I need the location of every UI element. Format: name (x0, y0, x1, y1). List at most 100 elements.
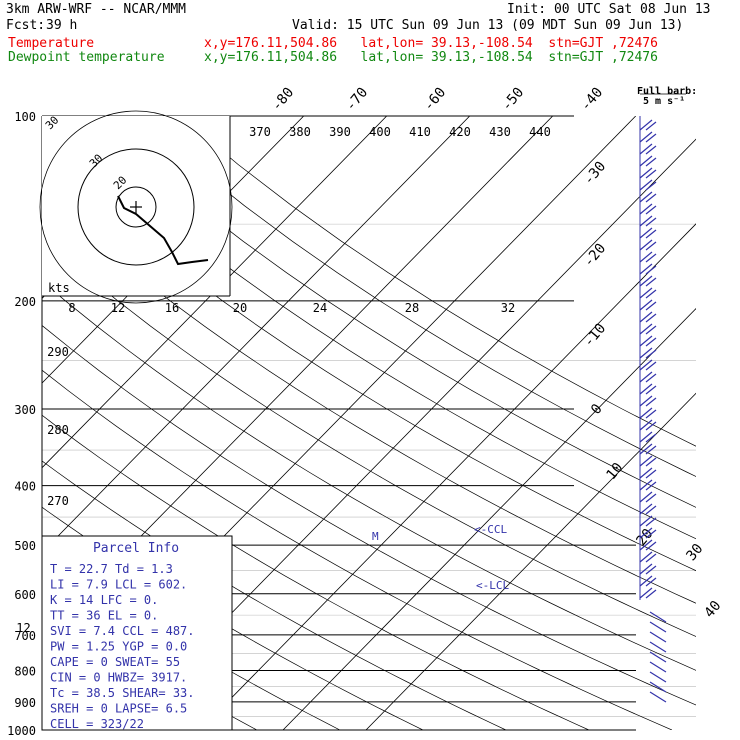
barb-legend-value: 5 m s⁻¹ (643, 96, 685, 107)
wind-barb (645, 385, 657, 395)
wind-barb (645, 277, 657, 287)
hodograph-ring (115, 186, 157, 228)
isotherm-label-right: 30 (683, 541, 706, 564)
wind-barb (639, 119, 653, 131)
wind-barb-low (649, 631, 667, 643)
theta-label: 430 (489, 125, 511, 139)
wind-barb (639, 335, 653, 347)
wind-barb (645, 301, 657, 311)
wind-barb (639, 251, 653, 263)
pressure-label-300: 300 (14, 403, 36, 417)
model-title: 3km ARW-WRF -- NCAR/MMM (6, 2, 187, 17)
wind-barb (645, 325, 657, 335)
pressure-label-600: 600 (14, 588, 36, 602)
wind-barb (645, 553, 657, 563)
theta-label: 380 (289, 125, 311, 139)
dry-adiabat (42, 324, 696, 706)
speed-label: 8 (68, 301, 75, 315)
wind-barb (645, 121, 657, 131)
wind-barb (645, 289, 657, 299)
wind-barb (645, 457, 657, 467)
isotherm-line (199, 223, 696, 730)
isotherm-label-top: -80 (269, 85, 298, 115)
wind-barb (645, 229, 657, 239)
wind-barb (639, 419, 653, 431)
theta-label: 440 (529, 125, 551, 139)
wind-barb (645, 313, 657, 323)
theta-label-left: 280 (47, 423, 69, 437)
wind-barb (639, 215, 653, 227)
dry-adiabat (0, 116, 8, 730)
wind-barb (639, 539, 653, 551)
parcel-info-box: Parcel Info T = 22.7 Td = 1.3 LI = 7.9 LCL… (41, 535, 233, 731)
dewpoint-legend: Dewpoint temperature (8, 50, 165, 65)
forecast-hour: 39 h (46, 18, 78, 33)
parcel-box (41, 535, 233, 731)
wind-barb (639, 455, 653, 467)
isotherm-line (282, 307, 696, 730)
wind-barb-low (649, 661, 667, 673)
wind-barb (639, 347, 653, 359)
wind-barb (639, 287, 653, 299)
barb-legend-title: Full barb: (637, 86, 697, 97)
forecast-label: Fcst: (6, 18, 46, 33)
wind-barb (639, 155, 653, 167)
isotherm-label-top: -60 (421, 85, 450, 115)
wind-barb (639, 227, 653, 239)
wind-barb (645, 481, 657, 491)
wind-barb (645, 421, 657, 431)
speed-label: 32 (501, 301, 515, 315)
lcl-marker: <-LCL (476, 579, 509, 592)
isotherm-line (42, 116, 471, 554)
wind-barb (639, 299, 653, 311)
dry-adiabat (42, 149, 696, 572)
parcel-row: CIN = 0 HWBZ= 3917. (50, 671, 187, 685)
wind-barb (639, 203, 653, 215)
parcel-row: PW = 1.25 YGP = 0.0 (50, 640, 187, 654)
wind-barb (645, 349, 657, 359)
wind-barb (639, 167, 653, 179)
isotherm-label-top: -70 (343, 85, 372, 115)
wind-barb (639, 371, 653, 383)
wind-barb (639, 575, 653, 587)
hodograph-trace (117, 195, 209, 266)
dry-adiabat (42, 192, 696, 604)
isotherm-label-right: 40 (701, 598, 724, 621)
wind-barb (645, 541, 657, 551)
wind-barb (645, 493, 657, 503)
wind-barb (639, 515, 653, 527)
wind-barb (639, 131, 653, 143)
init-time: Init: 00 UTC Sat 08 Jun 13 (507, 2, 711, 17)
pressure-label-100: 100 (14, 110, 36, 124)
valid-time: Valid: 15 UTC Sun 09 Jun 13 (09 MDT Sun … (292, 18, 684, 33)
wind-barb-low (649, 651, 667, 663)
speed-label: 12 (111, 301, 125, 315)
wind-barb-low (649, 641, 667, 653)
wind-barbs (639, 116, 667, 703)
isotherm-line (365, 392, 696, 730)
wind-barb (645, 337, 657, 347)
wind-barb (639, 383, 653, 395)
isotherm-label-right: -30 (581, 159, 610, 189)
theta-label-left: 270 (47, 494, 69, 508)
wind-barb (639, 239, 653, 251)
wind-barb (639, 407, 653, 419)
wind-barb (645, 565, 657, 575)
pressure-label-200: 200 (14, 295, 36, 309)
isotherm-label-right: -20 (581, 241, 610, 271)
pressure-label-700: 700 (14, 629, 36, 643)
wind-barb (639, 443, 653, 455)
hodograph-outer-ring (39, 110, 233, 304)
theta-label: 420 (449, 125, 471, 139)
wind-barb (645, 205, 657, 215)
wind-barb-low (649, 671, 667, 683)
theta-label-left: 290 (47, 345, 69, 359)
wind-barb (639, 527, 653, 539)
wind-barb (645, 157, 657, 167)
dry-adiabat (136, 116, 696, 477)
parcel-row: T = 22.7 Td = 1.3 (50, 562, 173, 576)
parcel-row: LI = 7.9 LCL = 602. (50, 578, 187, 592)
dry-adiabat (50, 116, 696, 540)
wind-barb (645, 253, 657, 263)
